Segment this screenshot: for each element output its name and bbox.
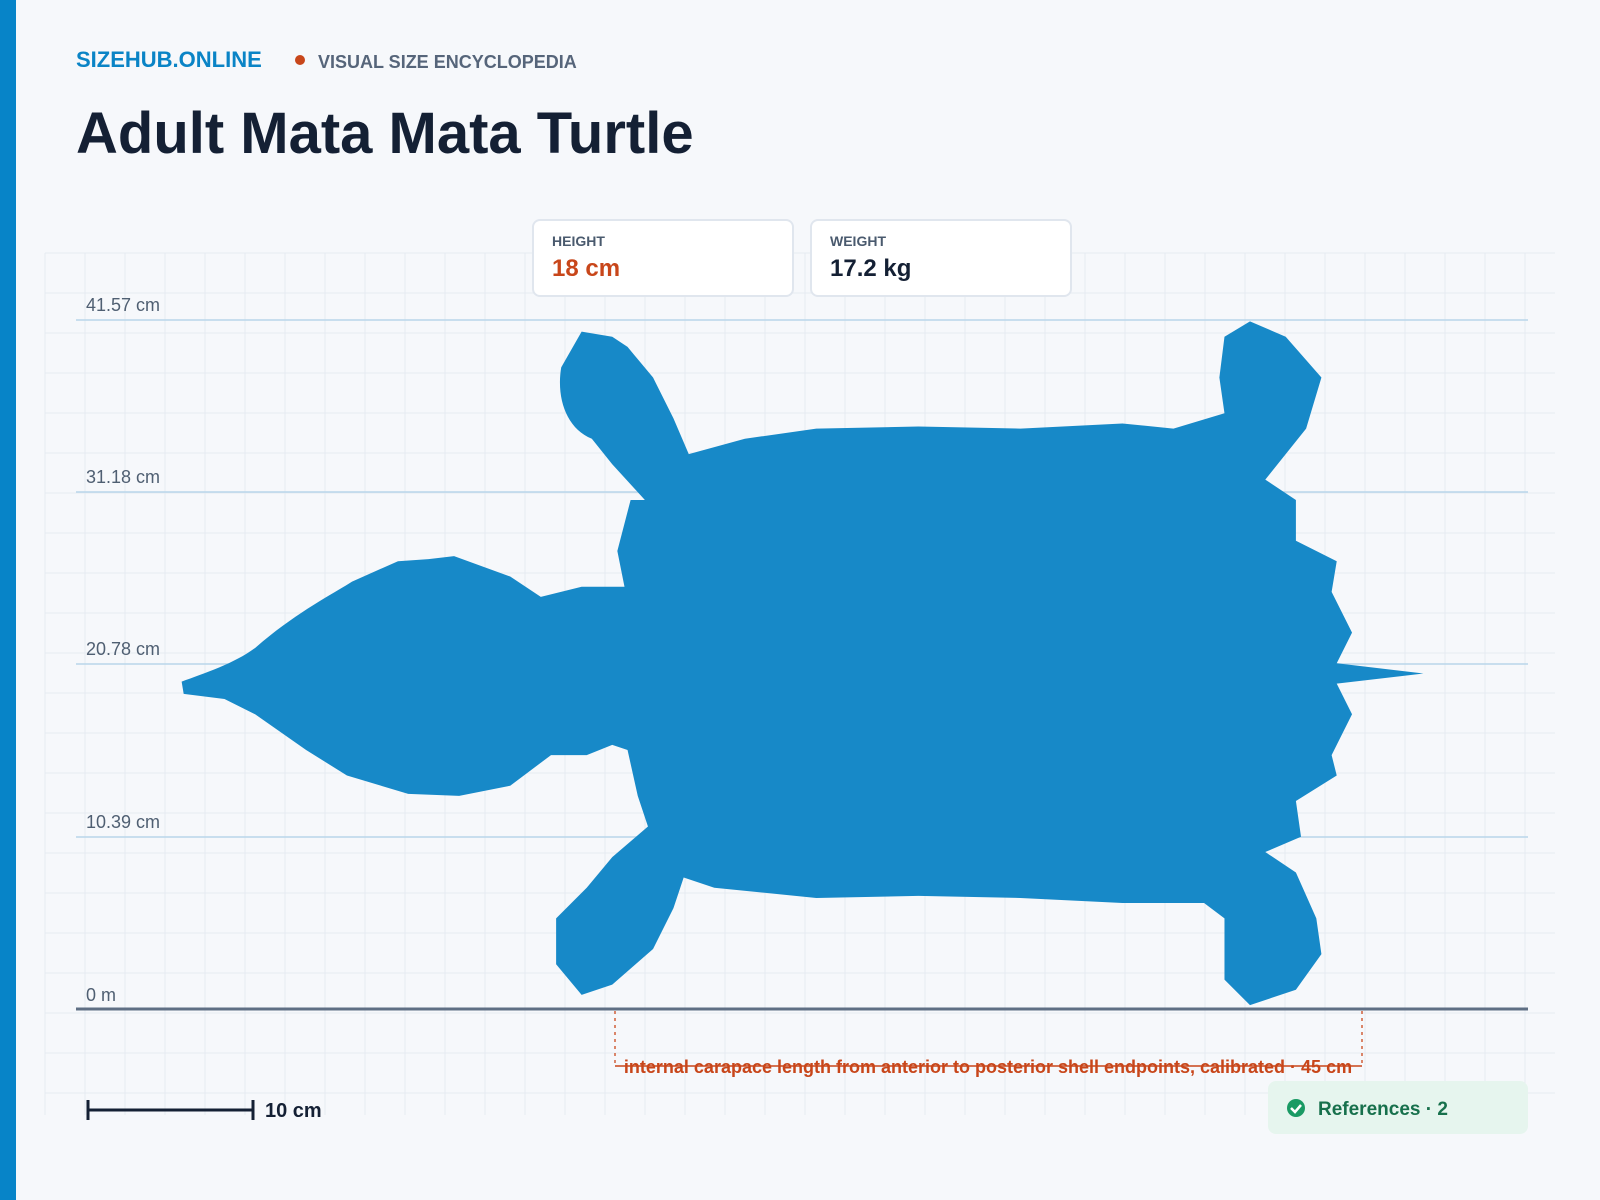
tagline: VISUAL SIZE ENCYCLOPEDIA [318, 52, 577, 72]
stat-value: 18 cm [552, 255, 621, 282]
brand[interactable]: SIZEHUB.ONLINE [76, 47, 262, 72]
check-icon [1287, 1099, 1305, 1117]
references[interactable]: References · 2 [1318, 1099, 1448, 1120]
scale-label: 10 cm [265, 1100, 322, 1122]
level-label: 31.18 cm [86, 467, 160, 487]
level-label: 41.57 cm [86, 295, 160, 315]
dot [295, 55, 305, 65]
side-bar [0, 0, 16, 1200]
stat-value: 17.2 kg [830, 255, 912, 282]
silhouette [181, 321, 1424, 1006]
stat-card: HEIGHT 18 cm [532, 219, 794, 297]
check-mark [1290, 1104, 1302, 1114]
title: Adult Mata Mata Turtle [76, 101, 694, 166]
level-label: 20.78 cm [86, 639, 160, 659]
stat-card: WEIGHT 17.2 kg [810, 219, 1072, 297]
references-box[interactable] [1268, 1081, 1528, 1134]
level-label: 10.39 cm [86, 812, 160, 832]
stat-label: HEIGHT [552, 233, 605, 249]
stat-label: WEIGHT [830, 233, 886, 249]
annotation: internal carapace length from anterior t… [624, 1057, 1352, 1077]
level-label: 0 m [86, 985, 116, 1005]
